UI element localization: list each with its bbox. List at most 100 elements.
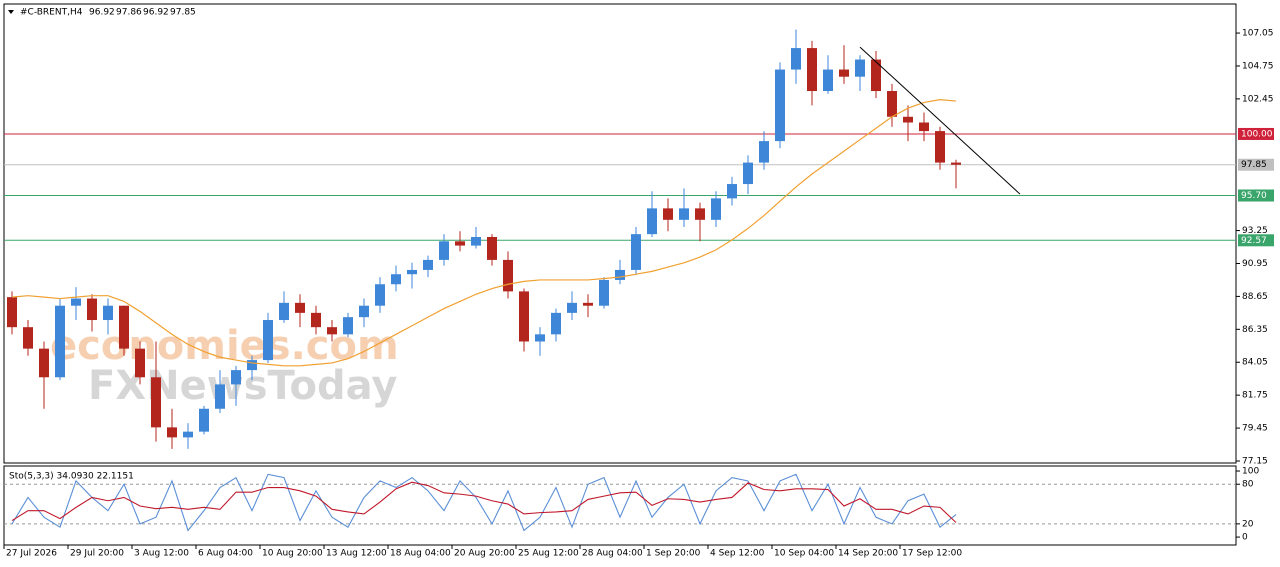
candle-body: [359, 305, 369, 318]
symbol: #C-BRENT,H4: [20, 8, 83, 18]
stoch-title: Sto(5,3,3) 34.0930 22.1151: [9, 472, 134, 482]
y-tick-label: 102.45: [1242, 94, 1274, 104]
ohlc: 96.92: [89, 8, 115, 18]
candle-body: [167, 427, 177, 438]
candle-body: [247, 360, 257, 371]
candle-body: [951, 162, 961, 165]
x-tick-label: 25 Aug 12:00: [518, 549, 579, 559]
candle-body: [391, 274, 401, 285]
candle-body: [535, 334, 545, 342]
x-tick-label: 3 Aug 12:00: [134, 549, 189, 559]
y-tick-label: 84.05: [1242, 358, 1268, 368]
candle-body: [711, 198, 721, 220]
candle-body: [135, 348, 145, 378]
candle-body: [631, 234, 641, 270]
candle-body: [807, 48, 817, 92]
y-tick-label: 77.15: [1242, 456, 1268, 466]
stoch-frame: [3, 465, 1237, 546]
level-label: 97.85: [1241, 160, 1267, 170]
candle-body: [199, 408, 209, 432]
candle-body: [503, 259, 513, 292]
level-label-box: [1238, 234, 1274, 247]
stoch-line: [11, 481, 957, 523]
x-tick-label: 13 Aug 12:00: [326, 549, 387, 559]
candle-body: [615, 269, 625, 280]
candle-body: [583, 302, 593, 306]
candle-body: [71, 298, 81, 306]
x-tick-label: 10 Sep 04:00: [774, 549, 834, 559]
candle-body: [855, 59, 865, 77]
candle-body: [423, 259, 433, 270]
candle-body: [231, 370, 241, 385]
candle-body: [679, 208, 689, 220]
ohlc: 97.85: [170, 8, 196, 18]
candle-body: [871, 59, 881, 92]
candle-body: [455, 241, 465, 246]
candle-body: [439, 241, 449, 260]
y-tick-label: 104.75: [1242, 61, 1274, 71]
candle-body: [887, 91, 897, 117]
candle-body: [743, 162, 753, 185]
candle-body: [263, 320, 273, 361]
candle-body: [23, 327, 33, 349]
candle-body: [551, 312, 561, 335]
level-label: 95.70: [1241, 191, 1267, 201]
x-tick-label: 20 Aug 20:00: [454, 549, 515, 559]
candle-body: [519, 291, 529, 342]
x-tick-label: 14 Sep 20:00: [838, 549, 898, 559]
y-tick-label: 88.65: [1242, 292, 1268, 302]
ohlc: 97.86: [116, 8, 142, 18]
candle-body: [183, 431, 193, 438]
candle-body: [663, 208, 673, 220]
y-tick-label: 81.75: [1242, 391, 1268, 401]
y-tick-label: 80: [1242, 480, 1254, 490]
candle-body: [919, 122, 929, 132]
watermark: FXNewsToday: [88, 363, 397, 409]
y-tick-label: 0: [1242, 533, 1248, 543]
candle-body: [55, 305, 65, 378]
x-tick-label: 1 Sep 20:00: [646, 549, 701, 559]
candle-body: [311, 312, 321, 328]
candle-body: [327, 327, 337, 335]
x-tick-label: 29 Jul 20:00: [70, 549, 124, 559]
x-tick-label: 4 Sep 12:00: [710, 549, 765, 559]
candle-body: [903, 116, 913, 123]
x-tick-label: 28 Aug 04:00: [582, 549, 643, 559]
candle-body: [343, 317, 353, 335]
candle-body: [487, 237, 497, 260]
y-tick-label: 100: [1242, 467, 1259, 477]
candle-body: [39, 348, 49, 378]
level-label-box: [1238, 189, 1274, 202]
moving-average: [11, 99, 957, 367]
candle-body: [407, 269, 417, 275]
candle-body: [375, 284, 385, 306]
y-tick-label: 107.05: [1242, 29, 1274, 39]
y-tick-label: 93.25: [1242, 226, 1268, 236]
y-tick-label: 90.95: [1242, 259, 1268, 269]
candle-body: [119, 305, 129, 349]
ohlc: 96.92: [143, 8, 169, 18]
candle-body: [151, 377, 161, 428]
trendline: [859, 46, 1021, 195]
candle-body: [215, 384, 225, 409]
candle-body: [775, 69, 785, 142]
candle-body: [7, 297, 17, 328]
candle-body: [295, 302, 305, 313]
x-tick-label: 10 Aug 20:00: [262, 549, 323, 559]
candle-body: [279, 302, 289, 321]
candle-body: [647, 208, 657, 235]
menu-icon[interactable]: [8, 10, 14, 14]
candle-body: [471, 237, 481, 246]
main-frame: [3, 3, 1237, 464]
level-label-box: [1238, 158, 1274, 171]
y-tick-label: 79.45: [1242, 424, 1268, 434]
x-tick-label: 17 Sep 12:00: [902, 549, 962, 559]
candle-body: [791, 48, 801, 70]
level-label-box: [1238, 127, 1274, 140]
x-tick-label: 27 Jul 2026: [6, 549, 57, 559]
candle-body: [103, 305, 113, 321]
candle-body: [727, 184, 737, 199]
candle-body: [567, 302, 577, 313]
